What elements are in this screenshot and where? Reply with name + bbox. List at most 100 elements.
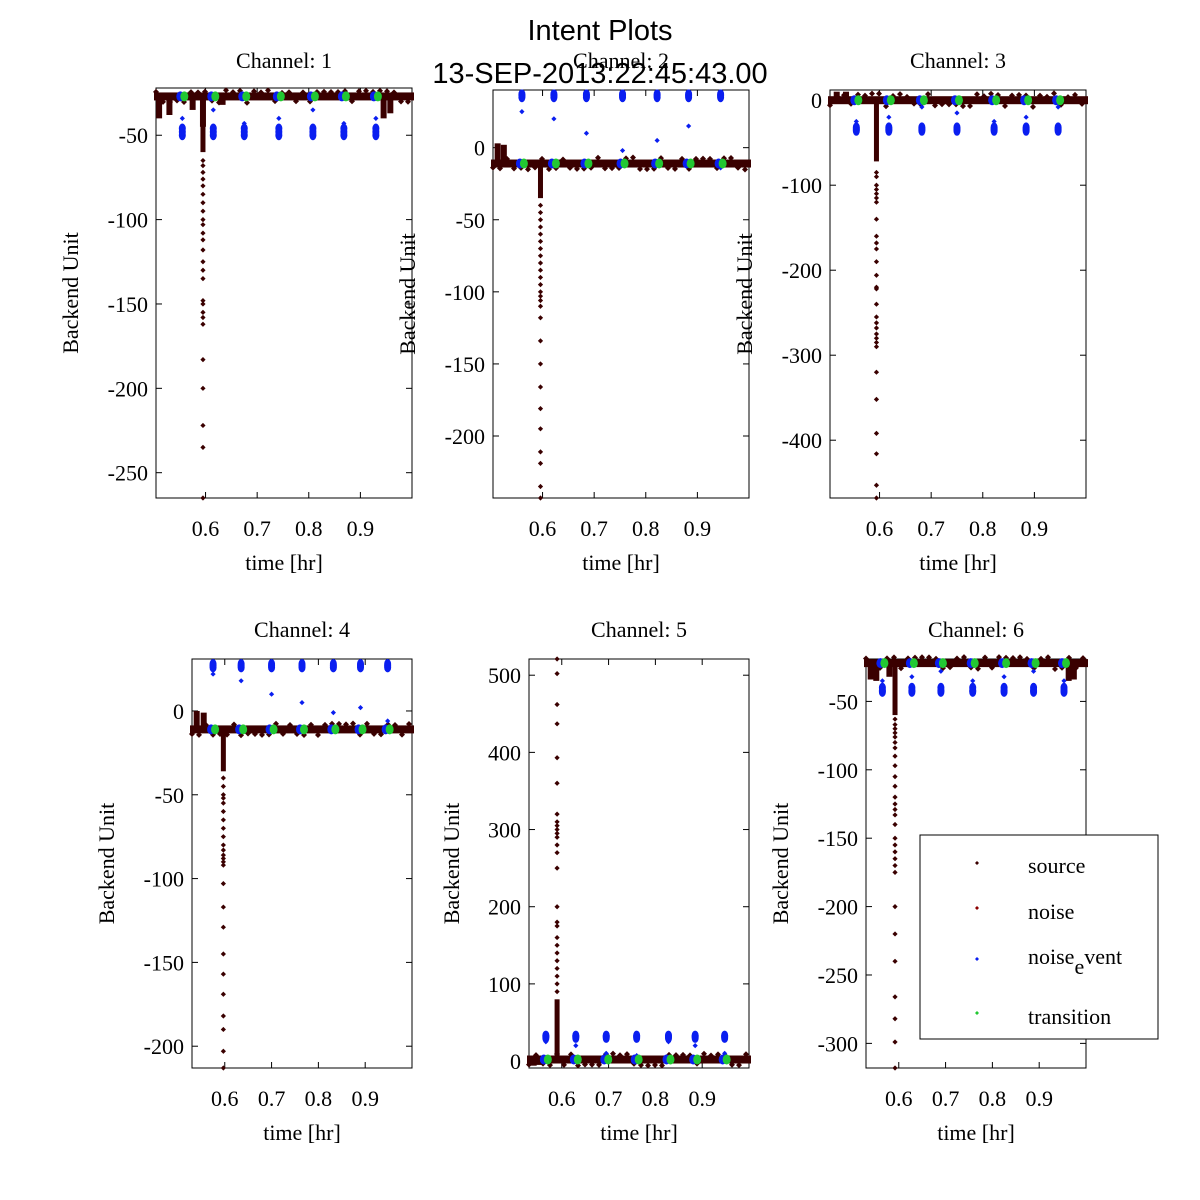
source-dropout: [380, 96, 387, 119]
source-point: [195, 89, 201, 96]
y-tick-label: 400: [488, 740, 521, 765]
transition-point: [919, 95, 928, 106]
source-point: [873, 186, 880, 193]
source-point: [497, 165, 503, 172]
x-tick-label: 0.6: [885, 1086, 913, 1111]
source-point: [1002, 102, 1008, 109]
y-tick-label: -300: [818, 1031, 858, 1056]
source-point: [286, 89, 292, 96]
noise-event-point: [1055, 104, 1061, 110]
source-point: [220, 842, 226, 848]
source-point: [892, 1016, 898, 1022]
subplot-channel-3: Channel: 3 0.6 0.7 0.8 0.9 0 -100 -200 -300 -400 t…: [732, 48, 1088, 575]
legend-label-noise: noise: [1028, 899, 1074, 924]
source-point: [537, 449, 544, 455]
legend: source noise noiseevent transition: [919, 834, 1159, 1040]
source-point: [537, 303, 544, 309]
x-axis-label: time [hr]: [600, 1120, 678, 1145]
x-axis-label: time [hr]: [919, 550, 997, 575]
noise-event-point: [969, 686, 977, 697]
source-point: [1045, 654, 1051, 661]
source-point: [537, 406, 544, 412]
source-point: [892, 1065, 898, 1071]
source-point: [873, 320, 880, 326]
source-point: [679, 155, 685, 162]
source-point: [982, 654, 988, 661]
source-point: [1016, 91, 1022, 98]
y-tick-label: 0: [474, 136, 485, 161]
noise-event-point: [619, 147, 626, 154]
noise-event-point: [583, 130, 590, 136]
source-point: [200, 157, 206, 164]
y-tick-label: -200: [144, 1034, 184, 1059]
y-tick-label: -300: [782, 343, 822, 368]
noise-event-point: [691, 1030, 699, 1041]
source-point: [537, 217, 544, 223]
noise-event-point: [238, 678, 244, 684]
y-tick-label: -100: [818, 758, 858, 783]
source-point: [220, 775, 226, 781]
source-point: [554, 950, 560, 956]
source-point: [537, 209, 544, 216]
x-tick-label: 0.8: [295, 516, 323, 541]
source-point: [200, 237, 206, 243]
source-point: [554, 919, 560, 925]
noise-event-point: [954, 110, 960, 116]
transition-point: [385, 724, 394, 735]
legend-label-noise-event-main: noise: [1028, 944, 1074, 969]
source-point: [873, 199, 880, 205]
noise-event-point: [275, 130, 283, 141]
noise-event-point: [1061, 678, 1067, 684]
transition-point: [634, 1054, 643, 1065]
source-point: [384, 88, 390, 95]
source-point: [537, 495, 544, 501]
source-point: [873, 246, 880, 252]
source-point: [533, 1052, 539, 1059]
source-point: [200, 276, 206, 282]
source-point: [873, 335, 880, 341]
source-point: [1051, 90, 1057, 97]
transition-point: [655, 158, 664, 169]
subplot-title: Channel: 3: [910, 48, 1006, 73]
source-point: [873, 272, 880, 278]
x-tick-label: 0.8: [979, 1086, 1007, 1111]
transition-point: [722, 1054, 731, 1065]
legend-item-transition: transition: [975, 1004, 1111, 1029]
source-point: [892, 958, 898, 964]
x-tick-label: 0.6: [866, 516, 894, 541]
y-tick-label: -200: [445, 424, 485, 449]
noise-event-point: [1001, 674, 1007, 680]
source-spike-dense: [220, 729, 226, 772]
noise-event-point: [665, 1039, 672, 1045]
source-spike-dense: [873, 100, 879, 162]
transition-point: [909, 658, 918, 669]
source-point: [644, 166, 650, 173]
source-point: [892, 726, 898, 732]
noise-event-point: [991, 118, 997, 125]
transition-point: [242, 91, 251, 102]
subplot-channel-5: Channel: 5 0.6 0.7 0.8 0.9 0 100 200 300 400 500 ti…: [439, 617, 751, 1145]
x-tick-label: 0.8: [305, 1086, 333, 1111]
source-point: [188, 89, 194, 96]
source-point: [954, 655, 960, 662]
noise-event-point: [550, 89, 558, 100]
subplot-channel-1: Channel: 1 0.6 0.7 0.8 0.9 -50 -100 -150 -200 -25…: [58, 48, 414, 575]
source-point: [200, 385, 206, 391]
legend-label-transition: transition: [1028, 1004, 1111, 1029]
source-dropout: [530, 1059, 537, 1066]
transition-point: [211, 91, 220, 102]
source-point: [220, 825, 226, 831]
noise-event-point: [664, 1030, 672, 1041]
source-point: [602, 165, 608, 172]
x-axis-label: time [hr]: [582, 550, 660, 575]
transition-point: [693, 1054, 702, 1065]
source-point: [873, 216, 880, 222]
noise-event-point: [357, 659, 365, 670]
transition-point: [551, 158, 560, 169]
axes-frame: [829, 89, 1087, 499]
noise-event-point: [970, 678, 976, 684]
source-dropout: [873, 663, 880, 681]
source-point: [560, 156, 566, 163]
legend-marker-transition: [975, 1011, 979, 1015]
noise-event-point: [573, 1043, 579, 1049]
